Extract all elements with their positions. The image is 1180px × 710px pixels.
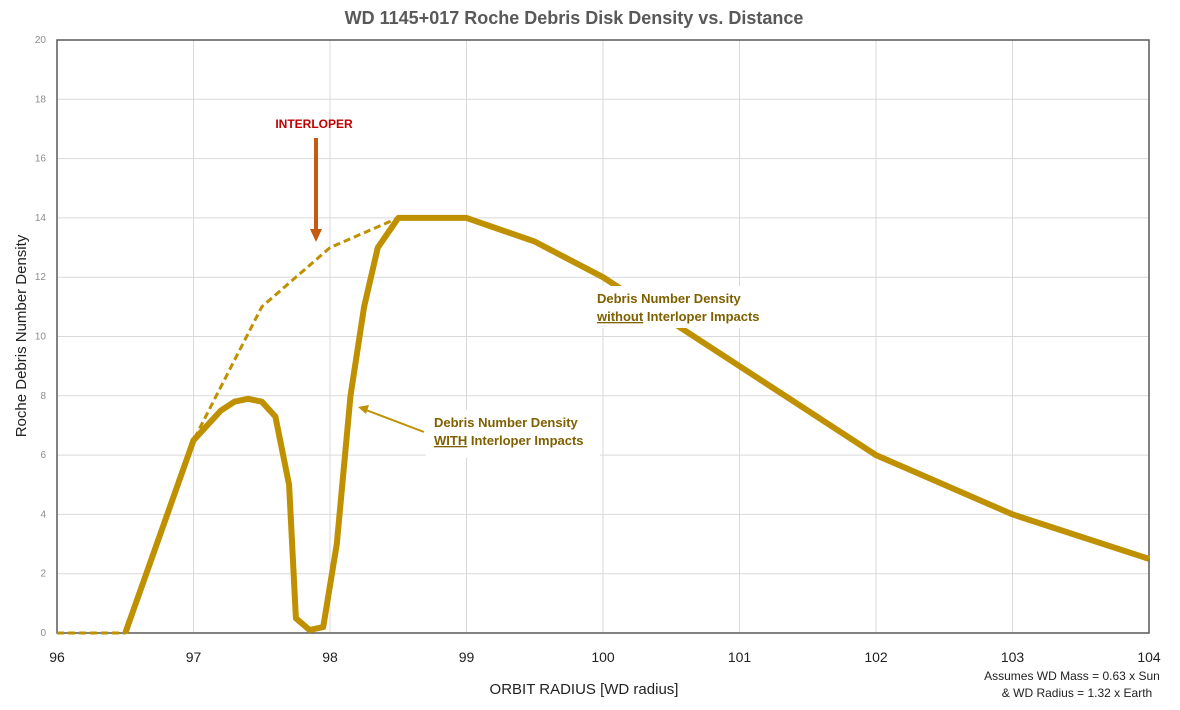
series-line-with-impacts	[122, 214, 1150, 635]
x-tick-label: 102	[864, 649, 888, 665]
annotation-with-backdrop	[426, 410, 600, 458]
annotation-with-rest: Interloper Impacts	[467, 433, 583, 448]
y-tick-label: 10	[35, 332, 47, 343]
interloper-arrow	[310, 138, 322, 242]
y-tick-label: 2	[40, 569, 46, 580]
gridlines	[56, 39, 1150, 634]
x-tick-label: 100	[591, 649, 615, 665]
series-line-without-impacts	[57, 216, 399, 635]
annotation-with-underlined: WITH	[434, 433, 467, 448]
x-tick-label: 97	[186, 649, 202, 665]
y-tick-label: 0	[40, 628, 46, 639]
x-tick-label: 103	[1001, 649, 1025, 665]
y-axis-ticks: 0 2 4 6 8 10 12 14 16 18 20	[35, 35, 47, 639]
chart-title: WD 1145+017 Roche Debris Disk Density vs…	[345, 8, 804, 28]
y-tick-label: 14	[35, 213, 47, 224]
x-tick-label: 101	[728, 649, 752, 665]
y-axis-title: Roche Debris Number Density	[13, 234, 30, 437]
annotation-without-backdrop	[590, 286, 768, 328]
interloper-label: INTERLOPER	[275, 117, 353, 131]
y-tick-label: 6	[40, 450, 46, 461]
annotation-with-line2: WITH Interloper Impacts	[434, 433, 584, 448]
y-tick-label: 12	[35, 272, 47, 283]
x-axis-title: ORBIT RADIUS [WD radius]	[490, 681, 679, 698]
assumption-note-line2: & WD Radius = 1.32 x Earth	[1002, 686, 1152, 700]
annotation-without-line1: Debris Number Density	[597, 291, 742, 306]
annotation-with-arrow	[358, 405, 425, 433]
annotation-with-line1: Debris Number Density	[434, 415, 579, 430]
y-tick-label: 8	[40, 391, 46, 402]
x-tick-label: 104	[1137, 649, 1161, 665]
assumption-note-line1: Assumes WD Mass = 0.63 x Sun	[984, 669, 1160, 683]
x-tick-label: 98	[322, 649, 338, 665]
x-tick-label: 96	[49, 649, 65, 665]
plot-area-frame	[56, 39, 1150, 634]
x-tick-label: 99	[459, 649, 475, 665]
annotation-without-underlined: without	[596, 309, 644, 324]
y-tick-label: 4	[40, 509, 46, 520]
annotation-without-line2: without Interloper Impacts	[596, 309, 760, 324]
y-tick-label: 18	[35, 94, 47, 105]
y-tick-label: 16	[35, 154, 47, 165]
x-axis-ticks: 96 97 98 99 100 101 102 103 104	[49, 649, 1161, 665]
annotation-without-rest: Interloper Impacts	[643, 309, 759, 324]
y-tick-label: 20	[35, 35, 47, 46]
